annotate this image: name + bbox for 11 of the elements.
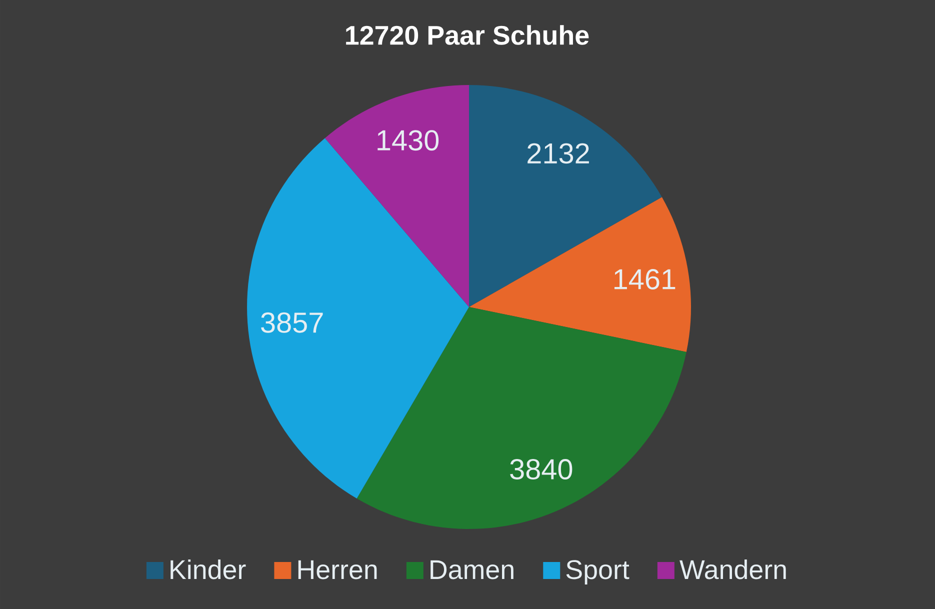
legend-label: Kinder bbox=[170, 559, 246, 580]
legend-label: Sport bbox=[566, 560, 630, 585]
chart-title: 12720 Paar Schuhe bbox=[346, 25, 589, 45]
legend-label: Damen bbox=[430, 560, 514, 580]
legend-label: Herren bbox=[298, 560, 377, 580]
data-label: 3857 bbox=[261, 312, 323, 333]
data-label: 1461 bbox=[614, 269, 676, 290]
data-label: 3840 bbox=[510, 459, 572, 480]
data-label: 1430 bbox=[378, 130, 439, 151]
data-label: 2132 bbox=[528, 143, 589, 164]
legend-label: Wandern bbox=[680, 559, 786, 580]
